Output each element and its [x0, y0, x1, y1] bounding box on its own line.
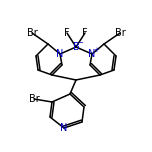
Text: Br: Br	[27, 28, 37, 38]
Text: −: −	[77, 40, 83, 46]
Text: B: B	[73, 42, 79, 52]
Text: Br: Br	[115, 28, 125, 38]
Text: Br: Br	[29, 94, 39, 104]
Text: +: +	[93, 47, 99, 53]
Text: N: N	[88, 49, 96, 59]
Text: N: N	[56, 49, 64, 59]
Text: F: F	[82, 28, 88, 38]
Text: N: N	[60, 123, 68, 133]
Text: F: F	[64, 28, 70, 38]
